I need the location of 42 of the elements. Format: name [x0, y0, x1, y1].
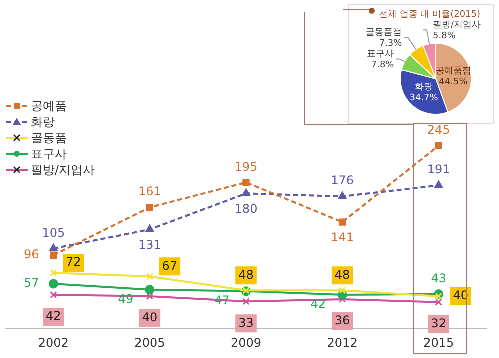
- x-tick-label: 2012: [327, 336, 358, 350]
- data-label: 131: [138, 238, 162, 252]
- slice-label: 골동품점: [366, 28, 402, 38]
- legend-label: 공예품: [31, 98, 67, 114]
- data-label: 195: [234, 160, 258, 174]
- x-tick-label: 2015: [424, 336, 454, 350]
- data-label: 48: [238, 268, 254, 282]
- data-label: 7.8%: [371, 60, 395, 71]
- x-tick-label: 2005: [134, 336, 166, 350]
- slice-label: 화랑: [415, 82, 434, 92]
- data-label: 48: [334, 268, 350, 282]
- data-label: 34.7%: [410, 93, 439, 104]
- data-label: 72: [66, 255, 82, 270]
- data-label: 36: [334, 314, 350, 328]
- data-label: 32: [431, 316, 446, 331]
- data-label: 245: [427, 123, 450, 138]
- data-label: 105: [42, 226, 66, 240]
- data-label: 44.5%: [439, 77, 468, 88]
- chart-title: 전체 업종 내 비율(2015): [379, 9, 482, 20]
- slice-label: 필방/지업사: [433, 20, 482, 30]
- data-label: 180: [234, 202, 258, 216]
- legend-label: 골동품: [31, 130, 67, 146]
- data-label: 42: [46, 309, 62, 324]
- data-label: 43: [431, 271, 446, 286]
- data-label: 161: [138, 184, 162, 199]
- data-label: 5.8%: [433, 31, 456, 42]
- data-label: 7.3%: [379, 39, 403, 50]
- data-label: 141: [331, 230, 354, 244]
- x-tick-label: 2002: [38, 336, 69, 350]
- legend-label: 표구사: [31, 146, 67, 162]
- data-label: 40: [142, 310, 158, 325]
- data-label: 67: [162, 258, 178, 273]
- data-label: 42: [310, 297, 326, 312]
- data-label: 33: [238, 316, 254, 330]
- x-tick-label: 2009: [230, 336, 262, 350]
- data-label: 176: [331, 174, 354, 188]
- slice-label: 표구사: [367, 50, 394, 60]
- data-label: 57: [24, 276, 40, 290]
- data-label: 96: [24, 247, 40, 262]
- data-label: 191: [427, 162, 450, 177]
- legend-label: 화랑: [31, 114, 55, 130]
- legend-label: 필방/지업사: [31, 162, 96, 178]
